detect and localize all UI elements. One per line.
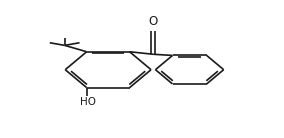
Text: HO: HO	[80, 97, 96, 107]
Text: O: O	[149, 15, 158, 28]
